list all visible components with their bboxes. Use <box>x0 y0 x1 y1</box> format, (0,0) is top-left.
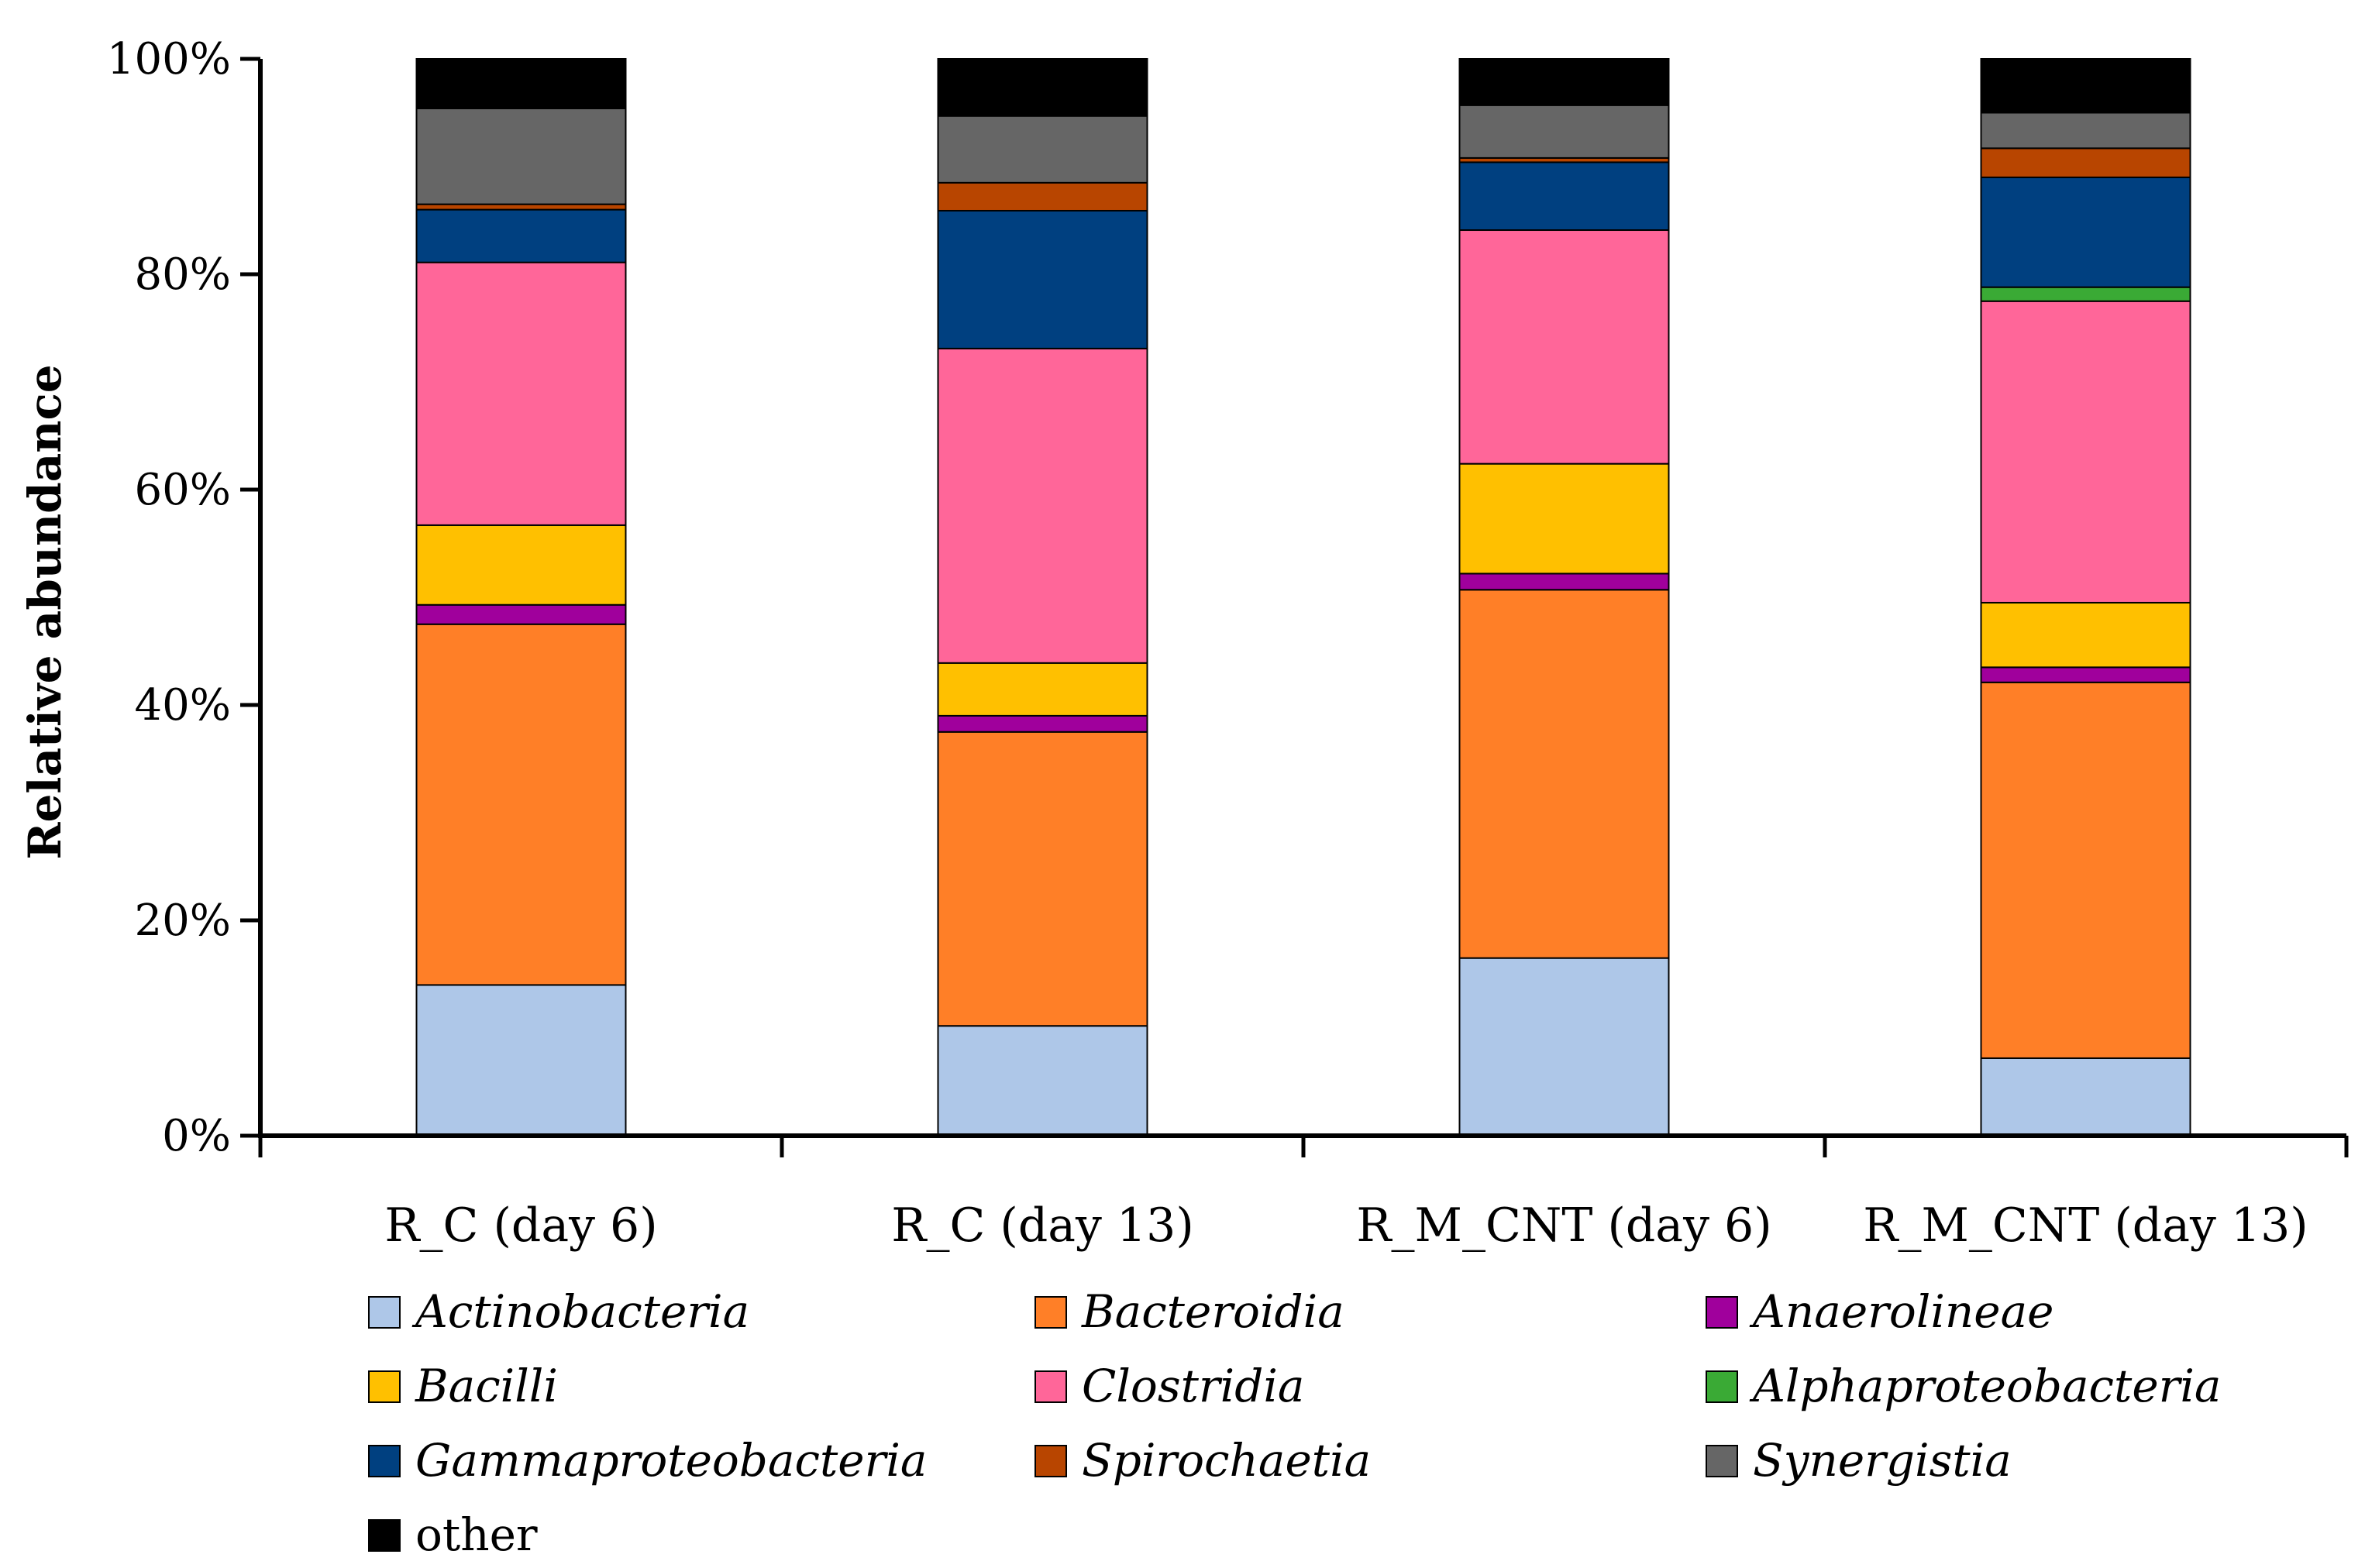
x-category-label: R_C (day 6) <box>384 1198 657 1253</box>
x-category-label: R_M_CNT (day 6) <box>1356 1198 1771 1253</box>
bar-segment <box>1980 666 2191 683</box>
bar-segment <box>937 347 1148 664</box>
bar-segment <box>1458 589 1670 959</box>
y-tick-label: 0% <box>162 1111 231 1161</box>
legend-swatch <box>1706 1296 1738 1329</box>
bar-segment <box>1980 176 2191 288</box>
bar-segment <box>937 662 1148 717</box>
x-ticks-layer: R_C (day 6) R_C (day 13) R_M_CNT (day 6) R_… <box>258 1136 2349 1253</box>
legend-swatch <box>1706 1445 1738 1477</box>
bar-segment <box>415 984 627 1137</box>
bar-segment <box>937 209 1148 349</box>
bar-segment <box>415 58 627 109</box>
bar-segment <box>937 1025 1148 1136</box>
bar-segment <box>1980 1057 2191 1137</box>
bar-segment <box>937 714 1148 733</box>
bar-segment <box>937 58 1148 117</box>
bar-segment <box>1980 112 2191 150</box>
bar-segment <box>1458 161 1670 232</box>
bar-segment <box>1458 104 1670 159</box>
y-tick-label: 100% <box>107 34 231 84</box>
bar-segment <box>415 623 627 986</box>
bars-layer <box>415 58 2191 1137</box>
bar-segment <box>415 261 627 526</box>
legend-label: Spirochaetia <box>1082 1434 1371 1487</box>
y-axis-label: Relative abundance <box>19 364 71 859</box>
legend-swatch <box>368 1519 401 1552</box>
x-category-label: R_M_CNT (day 13) <box>1863 1198 2308 1253</box>
legend-swatch <box>1706 1370 1738 1403</box>
legend-label: Bacilli <box>415 1360 558 1412</box>
bar-segment <box>415 524 627 606</box>
legend-label: other <box>415 1508 538 1561</box>
legend-label: Alphaproteobacteria <box>1749 1360 2222 1412</box>
legend-swatch <box>1034 1296 1067 1329</box>
bar-segment <box>1980 147 2191 178</box>
bar-segment <box>1980 286 2191 302</box>
legend: Actinobacteria Bacteroidia Anaerolineae Bac… <box>368 1285 2222 1561</box>
bar-segment <box>415 203 627 211</box>
bar-segment <box>1458 229 1670 465</box>
legend-swatch <box>368 1445 401 1477</box>
bar-segment <box>415 208 627 263</box>
bar-segment <box>1458 573 1670 591</box>
bar-segment <box>937 731 1148 1027</box>
legend-label: Synergistia <box>1753 1434 2012 1487</box>
legend-swatch <box>1034 1445 1067 1477</box>
bar-segment <box>415 107 627 205</box>
x-category-label: R_C (day 13) <box>891 1198 1193 1253</box>
bar-segment <box>1980 681 2191 1059</box>
bar-segment <box>1980 601 2191 669</box>
legend-label: Clostridia <box>1082 1360 1304 1412</box>
bar-segment <box>1458 957 1670 1137</box>
legend-swatch <box>1034 1370 1067 1403</box>
bar-segment <box>1980 58 2191 114</box>
bar-segment <box>937 115 1148 184</box>
bar-segment <box>937 181 1148 211</box>
y-tick-label: 40% <box>135 680 231 731</box>
legend-label: Gammaproteobacteria <box>415 1434 928 1487</box>
bar-segment <box>1980 300 2191 603</box>
y-ticks-layer: 0% 20% 40% 60% 80% 100% <box>107 34 260 1161</box>
y-tick-label: 20% <box>135 896 231 946</box>
legend-label: Bacteroidia <box>1081 1285 1344 1338</box>
legend-swatch <box>368 1370 401 1403</box>
bar-segment <box>415 603 627 625</box>
legend-label: Anaerolineae <box>1749 1285 2053 1338</box>
legend-label: Actinobacteria <box>411 1285 749 1338</box>
y-tick-label: 80% <box>135 249 231 300</box>
legend-swatch <box>368 1296 401 1329</box>
bar-segment <box>1458 462 1670 575</box>
bar-segment <box>1458 58 1670 106</box>
y-tick-label: 60% <box>135 465 231 515</box>
